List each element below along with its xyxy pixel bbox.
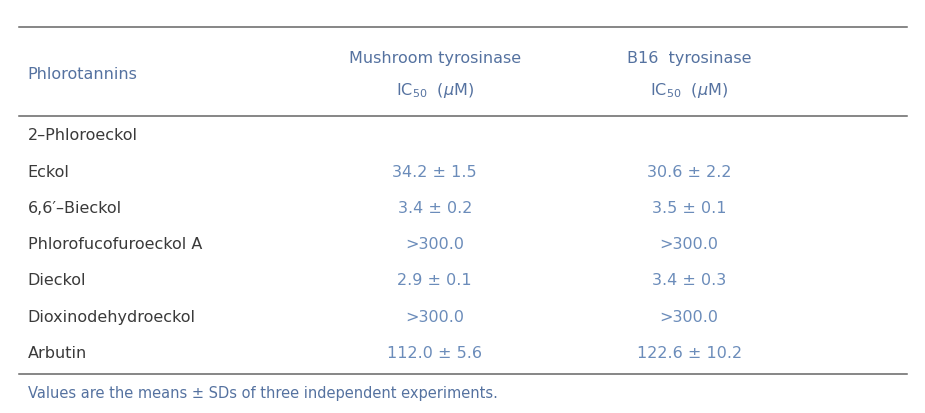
Text: >300.0: >300.0 — [660, 310, 719, 325]
Text: 122.6 ± 10.2: 122.6 ± 10.2 — [636, 346, 742, 361]
Text: Dieckol: Dieckol — [28, 273, 86, 289]
Text: IC$_{50}$  ($\mu$M): IC$_{50}$ ($\mu$M) — [650, 81, 728, 100]
Text: >300.0: >300.0 — [660, 237, 719, 252]
Text: 6,6′–Bieckol: 6,6′–Bieckol — [28, 201, 122, 216]
Text: 34.2 ± 1.5: 34.2 ± 1.5 — [392, 165, 477, 180]
Text: 3.4 ± 0.2: 3.4 ± 0.2 — [398, 201, 472, 216]
Text: 2–Phloroeckol: 2–Phloroeckol — [28, 128, 138, 143]
Text: B16  tyrosinase: B16 tyrosinase — [627, 51, 751, 66]
Text: Values are the means ± SDs of three independent experiments.: Values are the means ± SDs of three inde… — [28, 386, 498, 401]
Text: Mushroom tyrosinase: Mushroom tyrosinase — [349, 51, 521, 66]
Text: Dioxinodehydroeckol: Dioxinodehydroeckol — [28, 310, 196, 325]
Text: IC$_{50}$  ($\mu$M): IC$_{50}$ ($\mu$M) — [396, 81, 474, 100]
Text: >300.0: >300.0 — [405, 310, 464, 325]
Text: 30.6 ± 2.2: 30.6 ± 2.2 — [647, 165, 732, 180]
Text: 2.9 ± 0.1: 2.9 ± 0.1 — [398, 273, 472, 289]
Text: >300.0: >300.0 — [405, 237, 464, 252]
Text: 112.0 ± 5.6: 112.0 ± 5.6 — [388, 346, 482, 361]
Text: Eckol: Eckol — [28, 165, 69, 180]
Text: Phlorofucofuroeckol A: Phlorofucofuroeckol A — [28, 237, 203, 252]
Text: Phlorotannins: Phlorotannins — [28, 67, 138, 82]
Text: 3.4 ± 0.3: 3.4 ± 0.3 — [652, 273, 726, 289]
Text: 3.5 ± 0.1: 3.5 ± 0.1 — [652, 201, 726, 216]
Text: Arbutin: Arbutin — [28, 346, 87, 361]
